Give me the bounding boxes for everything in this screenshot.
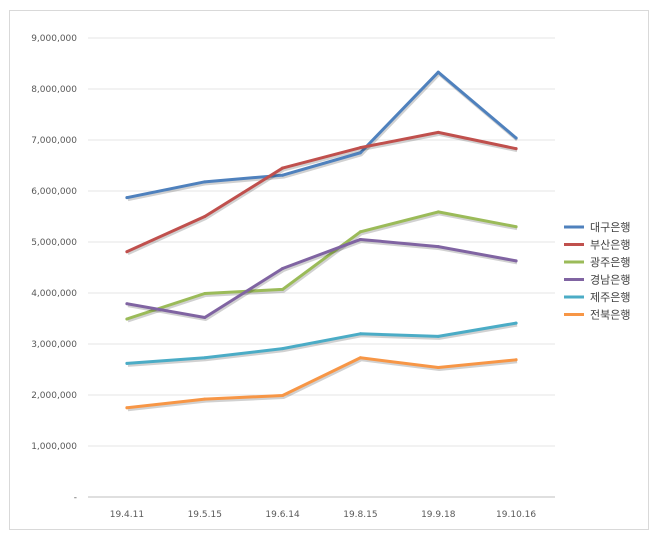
data-point <box>436 70 440 74</box>
y-tick-label: - <box>74 493 77 503</box>
series-line-6 <box>125 356 518 410</box>
data-point <box>125 406 129 410</box>
series-shadow <box>127 323 518 367</box>
legend-label: 대구은행 <box>590 221 630 234</box>
series-line-1 <box>125 70 518 200</box>
data-point <box>358 230 362 234</box>
y-tick-label: 9,000,000 <box>31 34 77 44</box>
series-line-4 <box>125 237 518 319</box>
x-tick-label: 19.8.15 <box>343 510 377 520</box>
data-point <box>358 151 362 155</box>
series-shadow <box>127 132 518 256</box>
data-point <box>514 136 518 140</box>
data-point <box>203 292 207 296</box>
y-tick-label: 5,000,000 <box>31 238 77 248</box>
data-point <box>281 166 285 170</box>
x-tick-label: 19.4.11 <box>110 510 144 520</box>
data-point <box>358 356 362 360</box>
series-lines <box>125 70 519 412</box>
y-tick-label: 2,000,000 <box>31 391 77 401</box>
gridlines <box>88 37 555 498</box>
legend-label: 광주은행 <box>590 256 630 269</box>
y-tick-label: 3,000,000 <box>31 340 77 350</box>
data-point <box>125 302 129 306</box>
data-point <box>436 334 440 338</box>
data-point <box>203 180 207 184</box>
series-shadow <box>127 212 518 323</box>
data-point <box>125 317 129 321</box>
data-point <box>125 361 129 365</box>
data-point <box>436 245 440 249</box>
data-point <box>203 215 207 218</box>
series-shadow <box>127 239 518 321</box>
data-point <box>514 259 518 263</box>
x-tick-label: 19.10.16 <box>496 510 536 520</box>
data-point <box>281 347 285 351</box>
data-point <box>358 332 362 336</box>
series-line-2 <box>125 130 518 254</box>
data-point <box>125 250 129 254</box>
data-point <box>281 394 285 398</box>
data-point <box>281 267 285 271</box>
y-tick-label: 8,000,000 <box>31 85 77 95</box>
data-point <box>203 315 207 319</box>
x-tick-label: 19.9.18 <box>421 510 456 520</box>
series-shadow <box>127 358 518 412</box>
data-point <box>514 225 518 229</box>
data-point <box>125 196 129 200</box>
legend-label: 제주은행 <box>590 291 630 304</box>
y-tick-label: 1,000,000 <box>31 442 77 452</box>
y-tick-label: 4,000,000 <box>31 289 77 299</box>
x-tick-label: 19.5.15 <box>188 510 222 520</box>
y-tick-label: 6,000,000 <box>31 187 77 197</box>
chart-frame: - 1,000,000 2,000,000 3,000,000 4,000,000 5,0… <box>9 10 649 530</box>
legend-label: 부산은행 <box>590 239 630 252</box>
data-point <box>436 130 440 134</box>
y-tick-label: 7,000,000 <box>31 136 77 146</box>
x-tick-label: 19.6.14 <box>265 510 300 520</box>
data-point <box>281 173 285 177</box>
series-line-3 <box>125 210 518 321</box>
legend-label: 경남은행 <box>590 274 630 287</box>
x-axis: 19.4.11 19.5.15 19.6.14 19.8.15 19.9.18 19.10… <box>110 510 537 520</box>
data-point <box>514 147 518 151</box>
data-point <box>514 358 518 362</box>
data-point <box>358 146 362 150</box>
data-point <box>358 237 362 241</box>
data-point <box>281 287 285 291</box>
data-point <box>203 356 207 360</box>
line-chart: - 1,000,000 2,000,000 3,000,000 4,000,000 5,0… <box>31 34 630 520</box>
data-point <box>203 397 207 401</box>
y-axis: - 1,000,000 2,000,000 3,000,000 4,000,000 5,0… <box>31 34 77 503</box>
data-point <box>514 321 518 325</box>
legend-label: 전북은행 <box>590 309 630 322</box>
data-point <box>436 210 440 214</box>
series-line-5 <box>125 321 518 365</box>
data-point <box>436 365 440 369</box>
